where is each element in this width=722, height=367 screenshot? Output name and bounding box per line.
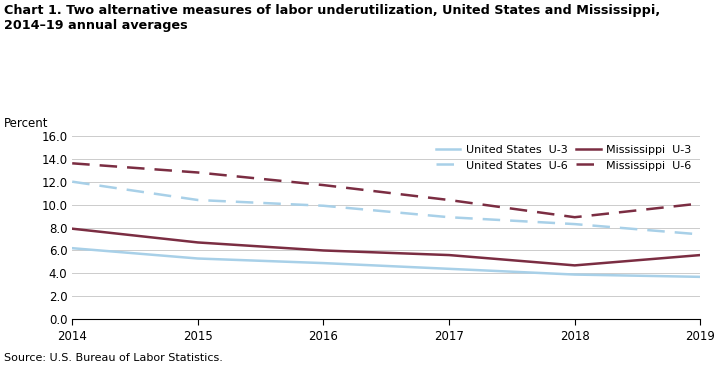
Text: Percent: Percent	[4, 117, 48, 130]
Legend: United States  U-3, United States  U-6, Mississippi  U-3, Mississippi  U-6: United States U-3, United States U-6, Mi…	[432, 141, 695, 174]
Text: Chart 1. Two alternative measures of labor underutilization, United States and M: Chart 1. Two alternative measures of lab…	[4, 4, 660, 32]
Text: Source: U.S. Bureau of Labor Statistics.: Source: U.S. Bureau of Labor Statistics.	[4, 353, 222, 363]
